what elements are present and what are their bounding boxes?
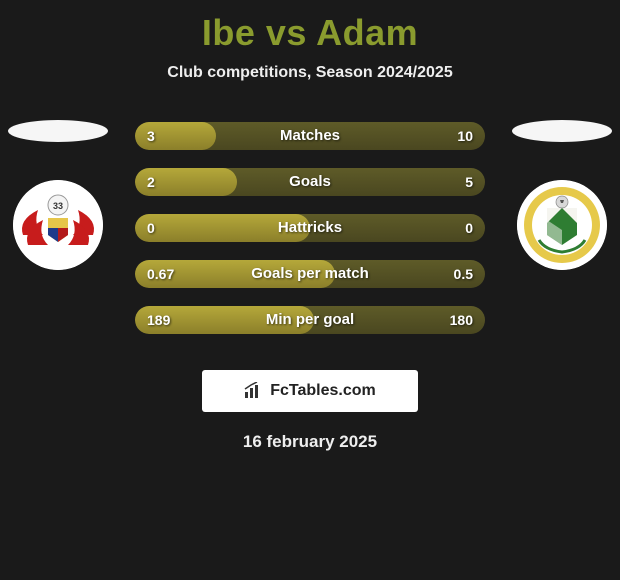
stats-container: 3 Matches 10 2 Goals 5 0 Hattricks 0 0.6… — [135, 122, 485, 334]
stat-row-goals-per-match: 0.67 Goals per match 0.5 — [135, 260, 485, 288]
bar-chart-icon — [244, 382, 264, 400]
stat-row-matches: 3 Matches 10 — [135, 122, 485, 150]
stat-right-value: 0.5 — [454, 260, 473, 288]
stat-right-value: 5 — [465, 168, 473, 196]
page-title: Ibe vs Adam — [0, 0, 620, 54]
svg-text:33: 33 — [53, 201, 63, 211]
stat-right-value: 180 — [450, 306, 473, 334]
stat-row-goals: 2 Goals 5 — [135, 168, 485, 196]
stat-label: Matches — [135, 122, 485, 150]
right-club-crest — [517, 180, 607, 270]
stat-row-hattricks: 0 Hattricks 0 — [135, 214, 485, 242]
right-player-column — [512, 120, 612, 270]
stat-label: Goals per match — [135, 260, 485, 288]
date-text: 16 february 2025 — [0, 432, 620, 452]
left-crest-svg: 33 — [13, 180, 103, 270]
stat-label: Hattricks — [135, 214, 485, 242]
brand-badge[interactable]: FcTables.com — [202, 370, 418, 412]
subtitle: Club competitions, Season 2024/2025 — [0, 64, 620, 82]
brand-text: FcTables.com — [270, 382, 376, 400]
stat-label: Min per goal — [135, 306, 485, 334]
stat-row-min-per-goal: 189 Min per goal 180 — [135, 306, 485, 334]
right-crest-svg — [517, 180, 607, 270]
player-shadow-left — [8, 120, 108, 142]
stat-right-value: 10 — [457, 122, 473, 150]
left-player-column: 33 — [8, 120, 108, 270]
left-club-crest: 33 — [13, 180, 103, 270]
stat-label: Goals — [135, 168, 485, 196]
stat-right-value: 0 — [465, 214, 473, 242]
player-shadow-right — [512, 120, 612, 142]
